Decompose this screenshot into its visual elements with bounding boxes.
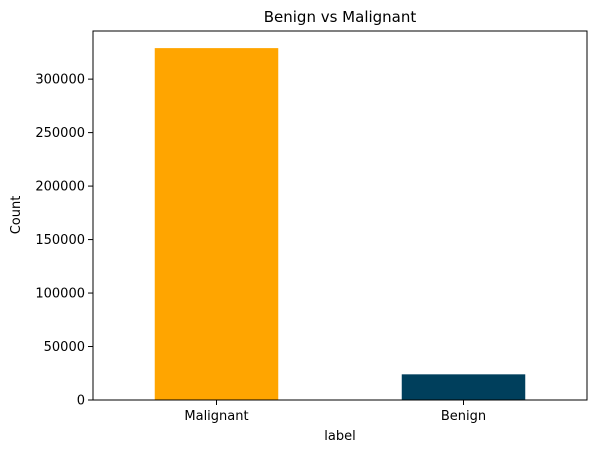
x-tick-label: Benign — [441, 409, 486, 424]
x-tick-label: Malignant — [184, 409, 248, 424]
y-axis-label: Count — [9, 196, 24, 235]
plot-area: Malignant Benign 0 50000 100000 150000 200000 2… — [35, 30, 588, 424]
y-tick-label: 0 — [77, 394, 85, 409]
y-tick-label: 150000 — [35, 233, 85, 248]
y-tick-label: 200000 — [35, 180, 85, 195]
bar-benign — [401, 374, 526, 400]
bar-malignant — [154, 48, 279, 401]
x-axis-label: label — [324, 429, 355, 444]
y-tick-label: 100000 — [35, 287, 85, 302]
y-tick-label: 250000 — [35, 126, 85, 141]
chart-title: Benign vs Malignant — [264, 8, 417, 26]
y-tick-label: 300000 — [35, 73, 85, 88]
y-tick-label: 50000 — [44, 340, 85, 355]
plot-frame — [92, 30, 588, 401]
